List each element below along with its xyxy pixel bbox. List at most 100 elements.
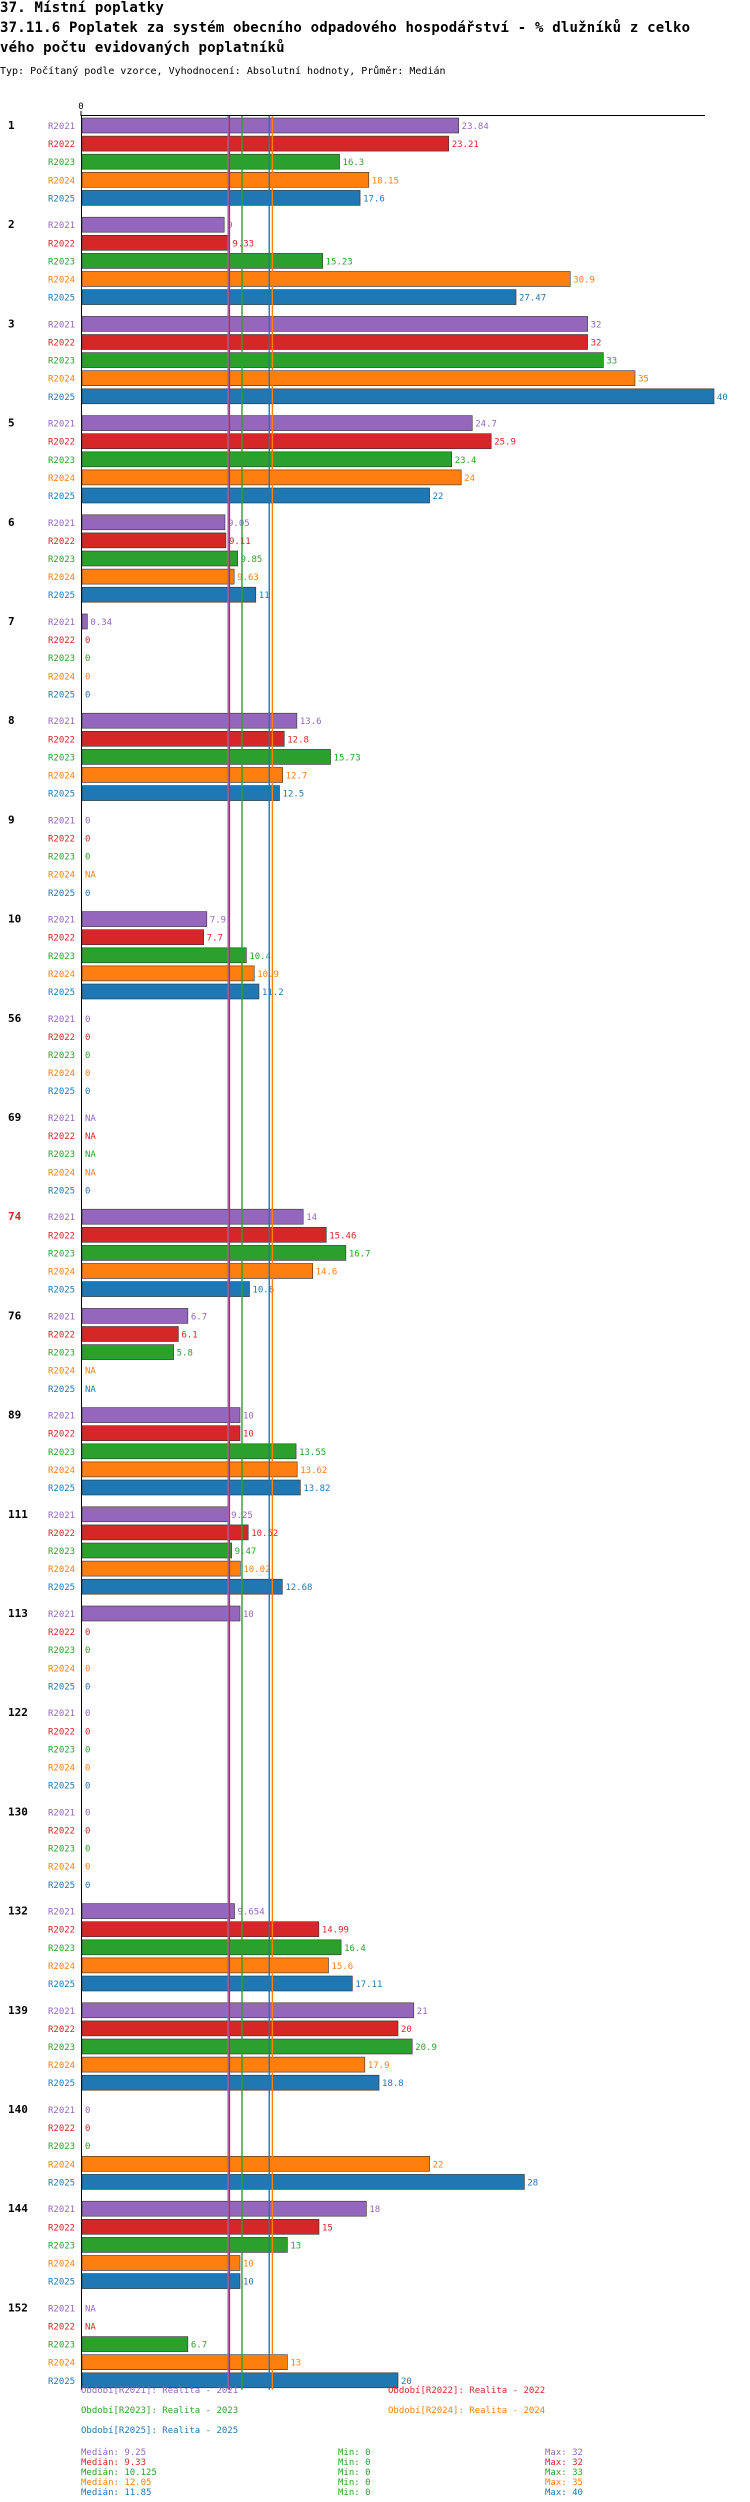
series-label: R2021	[48, 519, 75, 529]
page-title-line1: 37. Místní poplatky	[0, 0, 164, 16]
value-label: 14	[306, 1213, 317, 1223]
series-label: R2022	[48, 537, 75, 547]
series-label: R2023	[48, 1745, 75, 1755]
value-label: NA	[85, 1168, 96, 1178]
value-label: 16.7	[349, 1249, 371, 1259]
bar	[81, 135, 450, 152]
series-label: R2024	[48, 573, 75, 583]
value-label: 21	[417, 2007, 428, 2017]
series-label: R2022	[48, 339, 75, 349]
bar	[81, 2056, 366, 2073]
bar	[81, 947, 247, 964]
bar	[81, 1921, 320, 1937]
value-label: 28	[527, 2178, 538, 2188]
stat-min: Min: 0	[338, 2458, 371, 2468]
value-label: 13.6	[300, 717, 322, 727]
series-label: R2022	[48, 2124, 75, 2134]
value-label: 0	[85, 1628, 90, 1638]
category-label: 152	[8, 2301, 28, 2314]
bar	[81, 2273, 241, 2289]
bar	[81, 1479, 301, 1496]
series-label: R2021	[48, 2205, 75, 2215]
series-label: R2025	[48, 1682, 75, 1692]
bar	[81, 730, 285, 747]
value-label: 10	[243, 1430, 254, 1440]
bar	[81, 1903, 235, 1919]
bar	[81, 153, 340, 170]
bar	[81, 2336, 189, 2352]
series-label: R2024	[48, 1367, 75, 1377]
series-label: R2023	[48, 456, 75, 466]
bar	[81, 451, 453, 468]
value-label: 32	[591, 339, 602, 349]
value-label: 10	[243, 1412, 254, 1422]
value-label: 0	[85, 816, 90, 826]
category-label: 122	[8, 1706, 28, 1719]
value-label: 0	[85, 690, 90, 700]
value-label: 0	[85, 1015, 90, 1025]
bar	[81, 1245, 347, 1261]
value-label: 24.7	[475, 420, 497, 430]
value-label: NA	[85, 2323, 96, 2333]
bar	[81, 1308, 189, 1324]
stat-median: Medián: 12.05	[81, 2478, 152, 2488]
value-label: 22	[433, 492, 444, 502]
series-label: R2022	[48, 438, 75, 448]
series-label: R2024	[48, 1268, 75, 1278]
series-label: R2024	[48, 2260, 75, 2270]
value-label: 0	[85, 1727, 90, 1737]
value-label: 10.6	[252, 1286, 274, 1296]
value-label: 25.9	[494, 438, 516, 448]
value-label: 10.02	[243, 1565, 270, 1575]
series-label: R2021	[48, 1114, 75, 1124]
value-label: 6.7	[191, 1312, 207, 1322]
stat-median: Medián: 10.125	[81, 2468, 157, 2478]
bar	[81, 514, 226, 531]
series-label: R2023	[48, 1249, 75, 1259]
value-label: NA	[85, 2304, 96, 2314]
value-label: 14.99	[322, 1926, 349, 1936]
stat-min: Min: 0	[338, 2468, 371, 2478]
value-label: 0	[85, 1051, 90, 1061]
bar	[81, 2255, 241, 2271]
category-label: 74	[8, 1210, 22, 1223]
bar	[81, 1344, 174, 1360]
series-label: R2025	[48, 1385, 75, 1395]
category-label: 6	[8, 516, 15, 529]
series-label: R2025	[48, 294, 75, 304]
series-label: R2025	[48, 1782, 75, 1792]
x-axis-zero-label: 0	[78, 102, 83, 112]
bar	[81, 172, 370, 188]
stat-min: Min: 0	[338, 2478, 371, 2488]
bar	[81, 2354, 288, 2370]
bar	[81, 1542, 232, 1559]
series-label: R2023	[48, 1448, 75, 1458]
category-label: 113	[8, 1607, 28, 1620]
series-label: R2024	[48, 375, 75, 385]
bar	[81, 1326, 179, 1342]
value-label: 15.73	[334, 753, 361, 763]
bar	[81, 235, 230, 251]
value-label: 10	[243, 1610, 254, 1620]
bar	[81, 316, 588, 332]
stat-max: Max: 35	[545, 2478, 583, 2488]
bar	[81, 388, 715, 405]
value-label: NA	[85, 1385, 96, 1395]
value-label: 23.84	[462, 122, 489, 132]
series-label: R2022	[48, 140, 75, 150]
series-label: R2024	[48, 1664, 75, 1674]
value-label: 0	[85, 1827, 90, 1837]
category-label: 76	[8, 1309, 22, 1322]
series-label: R2023	[48, 555, 75, 565]
bar	[81, 1461, 298, 1478]
legend-item: Období[R2024]: Realita - 2024	[388, 2406, 546, 2416]
series-label: R2024	[48, 772, 75, 782]
bar	[81, 586, 257, 603]
stat-max: Max: 32	[545, 2458, 583, 2468]
value-label: NA	[85, 1114, 96, 1124]
value-label: 0	[85, 1745, 90, 1755]
bar	[81, 712, 298, 729]
value-label: 0	[85, 1764, 90, 1774]
bar	[81, 216, 225, 233]
value-label: 18.15	[372, 176, 399, 186]
